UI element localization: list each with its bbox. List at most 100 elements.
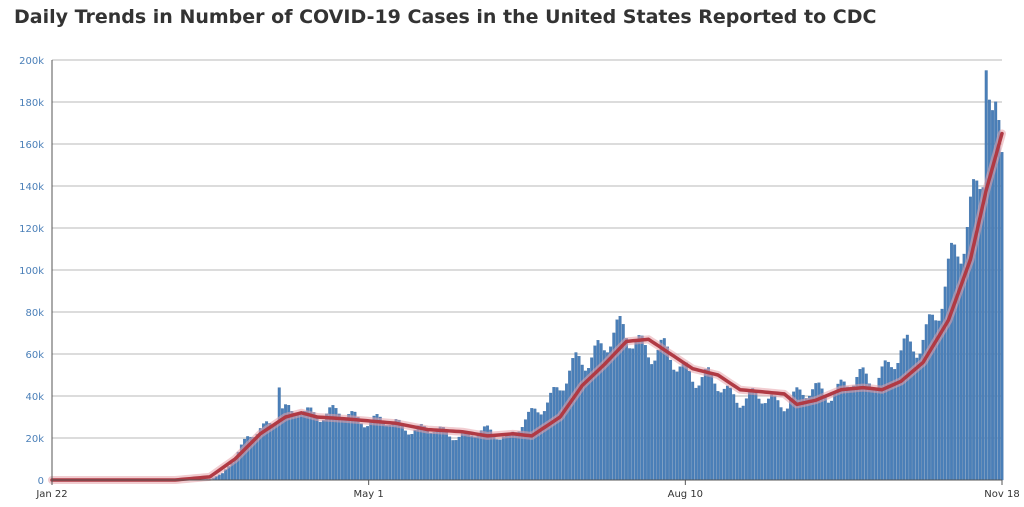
daily-case-bar — [697, 385, 701, 481]
daily-case-bar — [905, 334, 909, 481]
daily-case-bar — [637, 335, 641, 481]
daily-case-bar — [899, 350, 903, 481]
daily-case-bar — [536, 412, 540, 481]
daily-case-bar — [741, 405, 745, 481]
daily-case-bar — [596, 340, 600, 481]
daily-case-bar — [1000, 152, 1004, 481]
daily-case-bar — [372, 415, 376, 481]
daily-case-bar — [710, 373, 714, 481]
daily-case-bar — [748, 390, 751, 481]
daily-case-bar — [460, 433, 464, 481]
daily-case-bar — [770, 394, 774, 481]
daily-case-bar — [763, 403, 767, 481]
daily-case-bar — [530, 408, 534, 481]
daily-case-bar — [981, 187, 985, 481]
daily-case-bar — [397, 419, 401, 481]
daily-case-bar — [754, 391, 758, 481]
daily-case-bar — [388, 424, 392, 481]
daily-case-bar — [868, 383, 871, 481]
y-tick-label: 200k — [19, 56, 44, 67]
daily-case-bar — [325, 413, 329, 481]
moving-average-path — [50, 131, 1004, 482]
y-tick-label: 140k — [19, 182, 44, 193]
daily-case-bar — [555, 387, 559, 481]
daily-case-bar — [886, 361, 890, 481]
daily-case-bar — [391, 421, 395, 481]
daily-case-bar — [732, 394, 736, 481]
x-tick-label: Nov 18 — [984, 489, 1019, 500]
daily-case-bar — [760, 403, 764, 481]
daily-case-bar — [722, 388, 726, 481]
daily-case-bar — [808, 395, 811, 481]
daily-case-bar — [776, 400, 780, 481]
daily-case-bar — [290, 410, 294, 481]
daily-case-bar — [915, 357, 919, 481]
daily-case-bar — [640, 335, 644, 481]
daily-case-bar — [830, 400, 834, 481]
daily-case-bar — [713, 383, 717, 481]
daily-case-bar — [631, 348, 635, 481]
daily-case-bar — [744, 398, 748, 481]
daily-case-bar — [356, 416, 360, 481]
daily-case-bar — [492, 435, 496, 481]
daily-case-bar — [552, 387, 556, 481]
daily-case-bar — [410, 433, 414, 481]
daily-case-bar — [842, 381, 846, 481]
daily-case-bar — [789, 400, 792, 481]
daily-case-bar — [839, 379, 843, 481]
y-tick-label: 180k — [19, 98, 44, 109]
daily-case-bar — [495, 439, 499, 481]
daily-case-bar — [571, 358, 575, 481]
y-tick-label: 20k — [25, 434, 44, 445]
daily-case-bar — [700, 377, 704, 481]
daily-case-bar — [501, 436, 505, 481]
daily-case-bar — [918, 353, 922, 481]
daily-case-bar — [924, 324, 928, 481]
daily-case-bar — [514, 432, 518, 481]
daily-case-bar — [618, 316, 622, 481]
daily-case-bar — [820, 388, 824, 481]
daily-case-bar — [303, 411, 306, 481]
daily-case-bar — [735, 402, 739, 481]
daily-case-bar — [505, 433, 508, 481]
daily-case-bar — [804, 398, 808, 481]
daily-case-bar — [779, 407, 783, 481]
daily-case-bar — [909, 341, 912, 481]
daily-case-bar — [785, 408, 789, 481]
daily-case-bar — [767, 398, 770, 481]
daily-case-bar — [312, 412, 316, 481]
daily-case-bar — [422, 426, 426, 481]
daily-case-bar — [987, 99, 991, 481]
daily-case-bar — [574, 352, 578, 481]
daily-case-bar — [662, 338, 666, 481]
daily-case-bar — [669, 359, 673, 481]
x-tick-label: May 1 — [354, 489, 384, 500]
daily-case-bar — [467, 433, 471, 481]
daily-case-bar — [643, 345, 647, 481]
daily-case-bar — [344, 417, 347, 481]
daily-case-bar — [527, 411, 531, 481]
daily-case-bar — [782, 411, 786, 481]
y-tick-label: 0 — [38, 476, 44, 487]
daily-case-bar — [435, 429, 439, 481]
daily-case-bar — [318, 421, 322, 481]
daily-case-bar — [691, 381, 695, 481]
daily-case-bar — [659, 339, 663, 481]
daily-case-bar — [823, 397, 827, 481]
daily-case-bar — [426, 430, 430, 481]
daily-case-bar — [378, 416, 382, 481]
daily-case-bar — [615, 319, 619, 481]
daily-case-bar — [694, 387, 698, 481]
daily-case-bar — [470, 435, 474, 481]
y-tick-label: 100k — [19, 266, 44, 277]
daily-case-bar — [688, 370, 691, 481]
moving-average-line — [48, 129, 1006, 484]
daily-case-bar — [438, 426, 442, 481]
daily-case-bar — [498, 439, 502, 481]
daily-case-bar — [634, 342, 638, 481]
daily-case-bars — [170, 70, 1004, 481]
daily-case-bar — [473, 436, 477, 481]
daily-case-bar — [997, 120, 1001, 481]
daily-case-bar — [385, 425, 389, 481]
y-tick-label: 160k — [19, 140, 44, 151]
